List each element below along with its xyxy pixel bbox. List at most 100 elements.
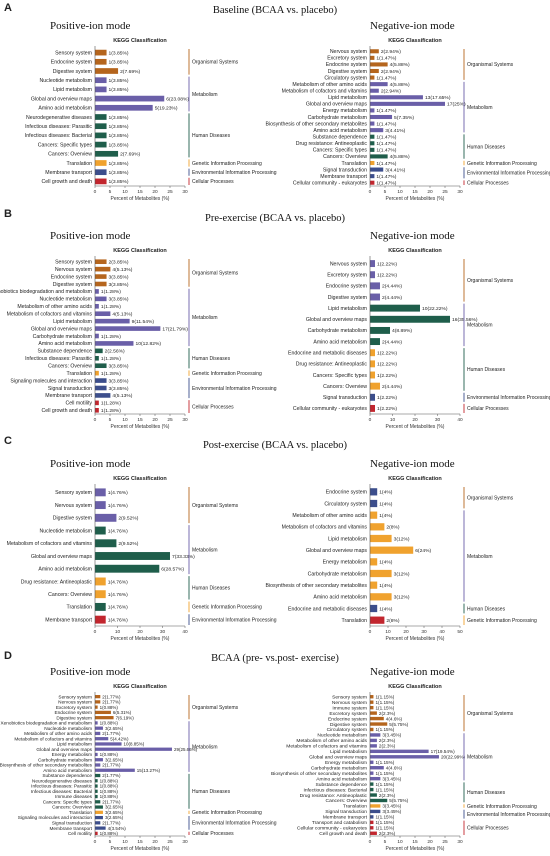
category-label: Cancers: Specific types xyxy=(38,142,93,148)
bar-sensory-system xyxy=(95,488,106,497)
bar-substance-dependence xyxy=(95,348,103,354)
bar-nervous-system xyxy=(370,260,375,268)
bar-amino-acid-metabolism xyxy=(370,338,380,346)
positive-mode-title-c: Positive-ion mode xyxy=(50,458,131,470)
data-label: 3(2.65%) xyxy=(105,815,124,820)
data-label: 2(7.69%) xyxy=(120,69,140,75)
x-tick-label: 20 xyxy=(152,189,158,195)
chart-d-positive: KEGG Classification Sensory system 2(1.77%… xyxy=(0,684,277,852)
x-tick-label: 5 xyxy=(384,839,387,845)
bar-membrane-transport xyxy=(95,169,107,176)
category-label: Cell motility xyxy=(68,831,93,837)
data-label: 1(3.85%) xyxy=(109,87,129,93)
bar-circulatory-system xyxy=(370,75,375,80)
x-tick-label: 30 xyxy=(182,417,188,423)
category-label: Global and overview maps xyxy=(306,548,368,554)
bar-metabolism-of-other-amino-acids xyxy=(370,511,378,519)
bar-lipid-metabolism xyxy=(370,749,429,754)
data-label: 3(3.45%) xyxy=(382,804,401,809)
bar-cell-growth-and-death xyxy=(370,831,377,835)
data-label: 1(3.85%) xyxy=(109,50,129,56)
data-label: 6(5.31%) xyxy=(113,710,132,715)
data-label: 3(3.85%) xyxy=(109,378,129,384)
category-label: Drug resistance: Antineoplastic xyxy=(296,141,368,147)
bar-translation xyxy=(370,160,375,166)
category-label: Substance dependence xyxy=(312,135,367,141)
category-label: Excretory system xyxy=(329,711,367,717)
data-label: 1(3.85%) xyxy=(109,179,129,185)
data-label: 20(22.99%) xyxy=(441,755,466,760)
data-label: 5(7.35%) xyxy=(394,115,414,121)
class-label: Environmental Information Processing xyxy=(192,821,277,827)
bar-biosynthesis-of-other-secondary-metabolites xyxy=(370,771,374,775)
data-label: 1(1.15%) xyxy=(375,787,394,792)
data-label: 1(1.28%) xyxy=(101,408,121,414)
bar-carbohydrate-metabolism xyxy=(370,114,393,120)
category-label: Endocrine system xyxy=(326,284,367,290)
category-label: Biosynthesis of other secondary metaboli… xyxy=(271,771,368,777)
class-label: Metabolism xyxy=(192,315,218,321)
data-label: 1(2.22%) xyxy=(377,406,397,412)
category-label: Carbohydrate metabolism xyxy=(308,115,367,121)
category-label: Cancers: Specific types xyxy=(313,373,368,379)
class-label: Environmental Information Processing xyxy=(467,171,550,177)
chart-b-positive: KEGG Classification Sensory system 2(3.85%… xyxy=(0,248,277,430)
bar-nucleotide-metabolism xyxy=(370,733,381,737)
bar-nervous-system xyxy=(370,49,379,54)
x-tick-label: 5 xyxy=(109,417,112,423)
bar-lipid-metabolism xyxy=(95,742,122,746)
category-label: Metabolism of cofactors and vitamins xyxy=(282,525,368,531)
data-label: 2(4.44%) xyxy=(382,339,402,345)
data-label: 2(2.3%) xyxy=(379,744,396,749)
class-label: Metabolism xyxy=(192,547,218,553)
class-label: Environmental Information Processing xyxy=(192,617,277,623)
data-label: 2(4.44%) xyxy=(382,284,402,290)
category-label: Substance dependence xyxy=(42,773,92,779)
data-label: 1(1.28%) xyxy=(101,334,121,340)
negative-mode-title-c: Negative-ion mode xyxy=(370,458,455,470)
category-label: Signaling molecules and interaction xyxy=(18,815,93,821)
bar-cancers-overview xyxy=(95,590,106,599)
bar-translation xyxy=(95,370,99,376)
x-tick-label: 20 xyxy=(152,839,158,845)
data-label: 1(1.47%) xyxy=(376,148,396,154)
category-label: Metabolism of other amino acids xyxy=(292,513,367,519)
category-label: Energy metabolism xyxy=(52,752,92,758)
bar-xenobiotics-biodegradation-and-metabolism xyxy=(95,289,99,294)
bar-nucleotide-metabolism xyxy=(95,726,103,730)
bar-cellular-community-eukaryotes xyxy=(370,404,375,412)
category-label: Nucleotide metabolism xyxy=(40,297,92,303)
class-label: Genetic Information Processing xyxy=(192,605,262,611)
bar-amino-acid-metabolism xyxy=(95,768,135,772)
data-label: 1(1.15%) xyxy=(375,760,394,765)
category-label: Metabolism of other amino acids xyxy=(17,304,92,310)
data-label: 3(12%) xyxy=(394,595,410,601)
bar-membrane-transport xyxy=(95,393,111,398)
bar-cancers-overview xyxy=(95,150,119,157)
category-label: Cancers: Specific types xyxy=(43,799,93,805)
data-label: 2(2.3%) xyxy=(379,831,396,836)
category-label: Biosynthesis of other secondary metaboli… xyxy=(0,763,93,769)
data-label: 1(0.88%) xyxy=(100,794,119,799)
x-tick-label: 30 xyxy=(421,629,427,635)
data-label: 1(1.47%) xyxy=(376,174,396,180)
category-label: Cellular community - eukaryotes xyxy=(293,181,367,187)
chart-a-negative: KEGG Classification Nervous system 2(2.94%… xyxy=(266,38,550,202)
category-label: Signal transduction xyxy=(323,395,367,401)
class-label: Metabolism xyxy=(467,554,493,560)
data-label: 1(0.88%) xyxy=(100,831,119,836)
x-tick-label: 30 xyxy=(160,629,166,635)
bar-cancers-overview xyxy=(370,154,388,159)
data-label: 5(5.75%) xyxy=(389,798,408,803)
data-label: 2(2.3%) xyxy=(379,738,396,743)
x-axis-label: Percent of Metabolites (%) xyxy=(386,846,445,852)
class-label: Human Diseases xyxy=(467,367,506,373)
data-label: 16(35.56%) xyxy=(452,317,478,323)
x-tick-label: 5 xyxy=(109,839,112,845)
x-tick-label: 15 xyxy=(137,839,143,845)
x-tick-label: 25 xyxy=(442,839,448,845)
chart-d-negative: KEGG Classification Sensory system 1(1.15%… xyxy=(271,684,550,852)
data-label: 1(3.85%) xyxy=(109,142,129,148)
category-label: Translation xyxy=(343,804,367,810)
data-label: 1(4%) xyxy=(379,606,393,612)
